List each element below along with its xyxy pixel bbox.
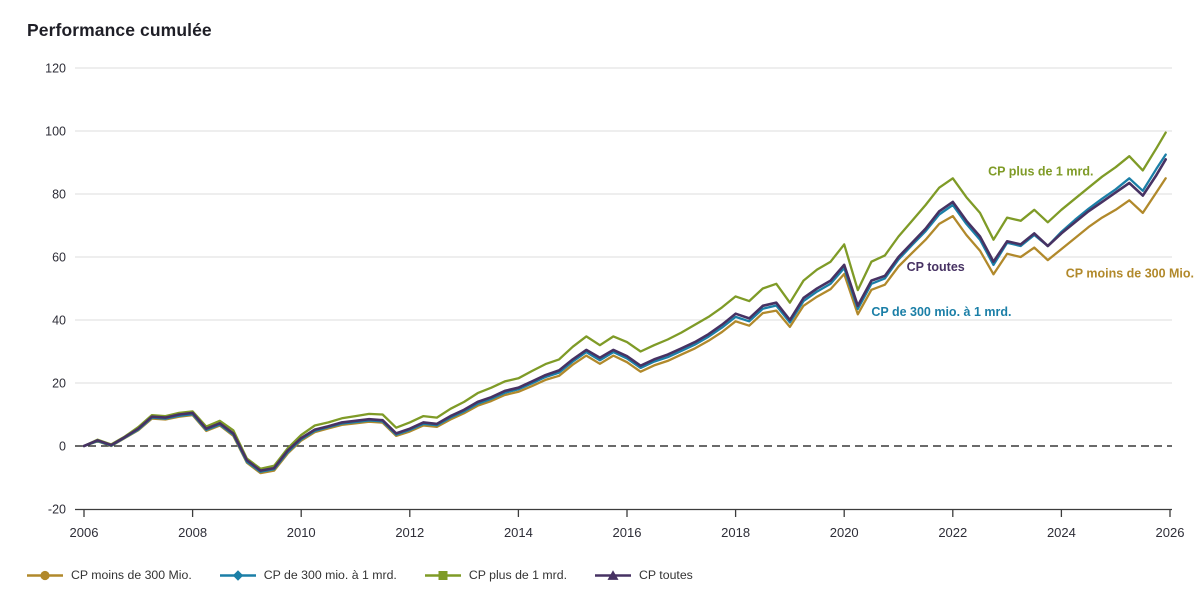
- x-tick-label: 2006: [70, 525, 99, 540]
- legend-item-0: CP moins de 300 Mio.: [26, 568, 192, 582]
- legend-item-3: CP toutes: [594, 568, 693, 582]
- x-tick-label: 2026: [1156, 525, 1185, 540]
- diamond-legend-marker-icon: [219, 569, 256, 581]
- x-tick-label: 2008: [178, 525, 207, 540]
- x-tick-label: 2012: [395, 525, 424, 540]
- series-line-0: [82, 177, 1167, 475]
- legend-label: CP de 300 mio. à 1 mrd.: [263, 568, 397, 582]
- legend-marker: [232, 569, 243, 581]
- performance-line-chart: -20 0 20 40 60 80 100 120 2006 2008 2010 2012 2014 20…: [45, 62, 1194, 541]
- series-line-3: [82, 158, 1167, 472]
- square-legend-marker-icon: [424, 570, 461, 580]
- series-annotation: CP plus de 1 mrd.: [988, 165, 1093, 179]
- y-tick-label: 100: [45, 125, 66, 139]
- x-tick-label: 2020: [830, 525, 859, 540]
- chart-legend: CP moins de 300 Mio. CP de 300 mio. à 1 m…: [26, 568, 693, 582]
- y-tick-label: -20: [48, 503, 66, 517]
- legend-marker-shape: [438, 570, 448, 580]
- x-tick-label: 2010: [287, 525, 316, 540]
- y-tick-label: 120: [45, 62, 66, 76]
- legend-marker: [438, 570, 448, 580]
- triangle-legend-marker-icon: [595, 569, 632, 580]
- series-annotation: CP de 300 mio. à 1 mrd.: [871, 305, 1011, 319]
- series-annotation: CP moins de 300 Mio.: [1066, 266, 1194, 280]
- chart-title: Performance cumulée: [27, 20, 212, 40]
- circle-legend-marker-icon: [27, 570, 63, 580]
- legend-marker: [607, 569, 619, 580]
- y-tick-label: 40: [52, 314, 66, 328]
- x-tick-label: 2018: [721, 525, 750, 540]
- series-line-2: [82, 131, 1167, 470]
- legend-marker-shape: [232, 569, 243, 581]
- x-tick-label: 2014: [504, 525, 533, 540]
- y-tick-label: 80: [52, 188, 66, 202]
- x-tick-label: 2022: [938, 525, 967, 540]
- legend-label: CP moins de 300 Mio.: [71, 568, 192, 582]
- legend-label: CP plus de 1 mrd.: [468, 568, 568, 582]
- legend-marker: [40, 570, 50, 580]
- legend-marker-shape: [40, 570, 50, 580]
- x-tick-label: 2024: [1047, 525, 1076, 540]
- legend-marker-shape: [607, 569, 619, 580]
- legend-item-1: CP de 300 mio. à 1 mrd.: [219, 568, 397, 582]
- y-tick-label: 60: [52, 251, 66, 265]
- legend-item-2: CP plus de 1 mrd.: [424, 568, 567, 582]
- x-tick-label: 2016: [613, 525, 642, 540]
- y-tick-label: 20: [52, 377, 66, 391]
- y-tick-label: 0: [59, 440, 66, 454]
- legend-label: CP toutes: [639, 568, 693, 582]
- series-annotation: CP toutes: [907, 260, 965, 274]
